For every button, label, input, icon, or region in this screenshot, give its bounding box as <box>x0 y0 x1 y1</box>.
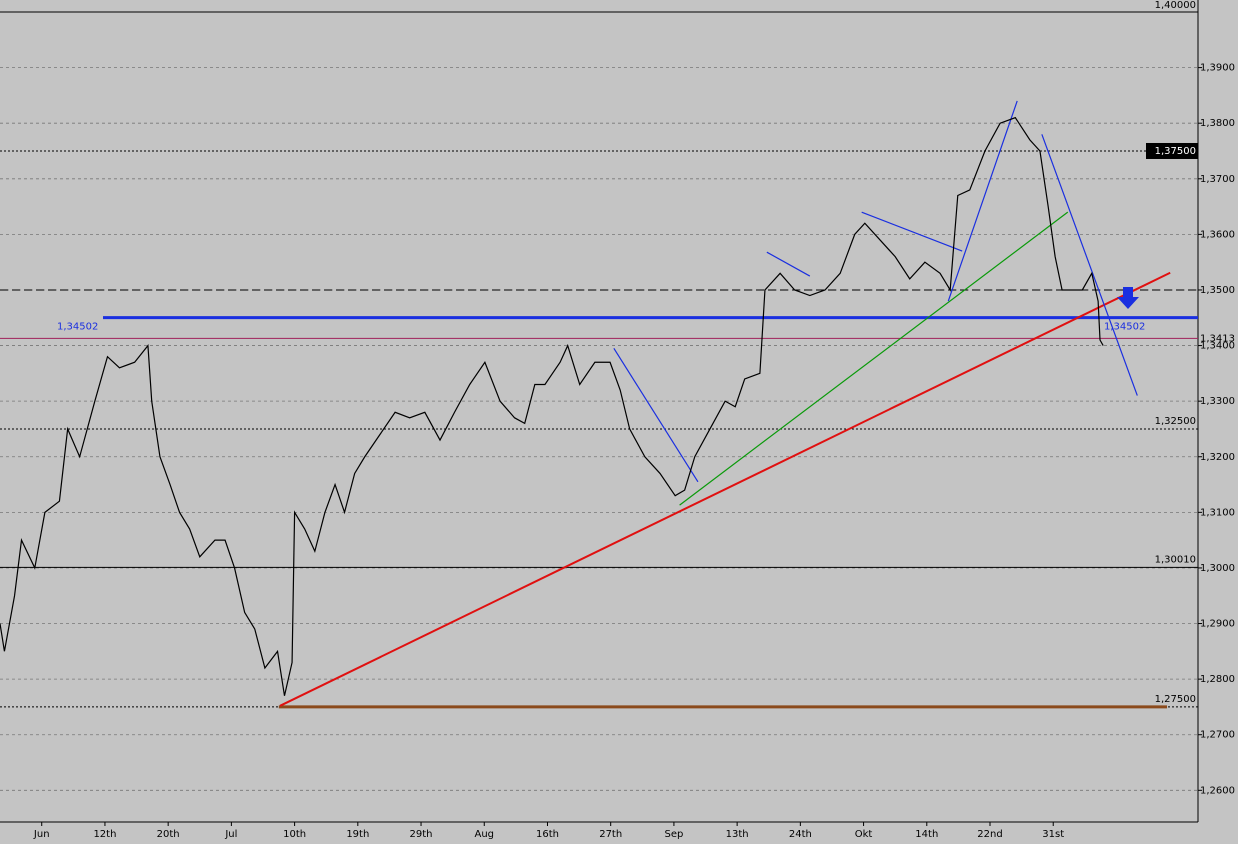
x-tick-label: 31st <box>1042 829 1064 840</box>
x-tick-label: 29th <box>410 829 433 840</box>
x-tick-label: Sep <box>664 829 683 840</box>
x-tick-label: 19th <box>346 829 369 840</box>
level-label: 1,30010 <box>1155 554 1196 565</box>
y-tick-label: 1,2800 <box>1200 674 1235 685</box>
y-tick-label: 1,2600 <box>1200 785 1235 796</box>
trend-line <box>861 211 963 252</box>
y-tick-label: 1,3500 <box>1200 285 1235 296</box>
y-tick-label: 1,2900 <box>1200 619 1235 630</box>
y-tick-label: 1,3100 <box>1200 507 1235 518</box>
x-tick-label: 12th <box>93 829 116 840</box>
y-tick-label: 1,3200 <box>1200 452 1235 463</box>
level-label: 1,3413 <box>1200 333 1235 344</box>
level-label: 1,40000 <box>1155 0 1196 11</box>
x-tick-label: Aug <box>474 829 494 840</box>
x-tick-label: 20th <box>157 829 180 840</box>
trend-line <box>766 251 811 277</box>
y-tick-label: 1,3300 <box>1200 396 1235 407</box>
y-tick-label: 1,3700 <box>1200 174 1235 185</box>
x-tick-label: 27th <box>599 829 622 840</box>
trend-line <box>947 100 1018 302</box>
y-tick-label: 1,3000 <box>1200 563 1235 574</box>
x-tick-label: 22nd <box>977 829 1002 840</box>
x-tick-label: 24th <box>789 829 812 840</box>
x-tick-label: Okt <box>855 829 873 840</box>
y-tick-label: 1,3900 <box>1200 63 1235 74</box>
level-label: 1,27500 <box>1155 694 1196 705</box>
trend-line <box>613 348 699 483</box>
down-arrow <box>1117 287 1139 309</box>
price-line <box>0 116 1104 696</box>
y-tick-label: 1,2700 <box>1200 730 1235 741</box>
x-tick-label: Jun <box>33 829 50 840</box>
y-tick-label: 1,3600 <box>1200 229 1235 240</box>
x-tick-label: 10th <box>283 829 306 840</box>
y-tick-label: 1,3400 <box>1200 341 1235 352</box>
x-tick-label: Jul <box>224 829 237 840</box>
level-label: 1,34502 <box>1104 322 1145 333</box>
x-tick-label: 16th <box>536 829 559 840</box>
level-label: 1,37500 <box>1155 146 1196 157</box>
x-tick-label: 13th <box>726 829 749 840</box>
level-box <box>1146 142 1198 159</box>
y-tick-label: 1,3800 <box>1200 118 1235 129</box>
trend-line <box>1041 134 1138 396</box>
trend-line <box>279 271 1171 707</box>
x-tick-label: 14th <box>915 829 938 840</box>
level-label: 1,32500 <box>1155 416 1196 427</box>
trend-line <box>679 211 1069 506</box>
level-label: 1,34502 <box>57 322 98 333</box>
